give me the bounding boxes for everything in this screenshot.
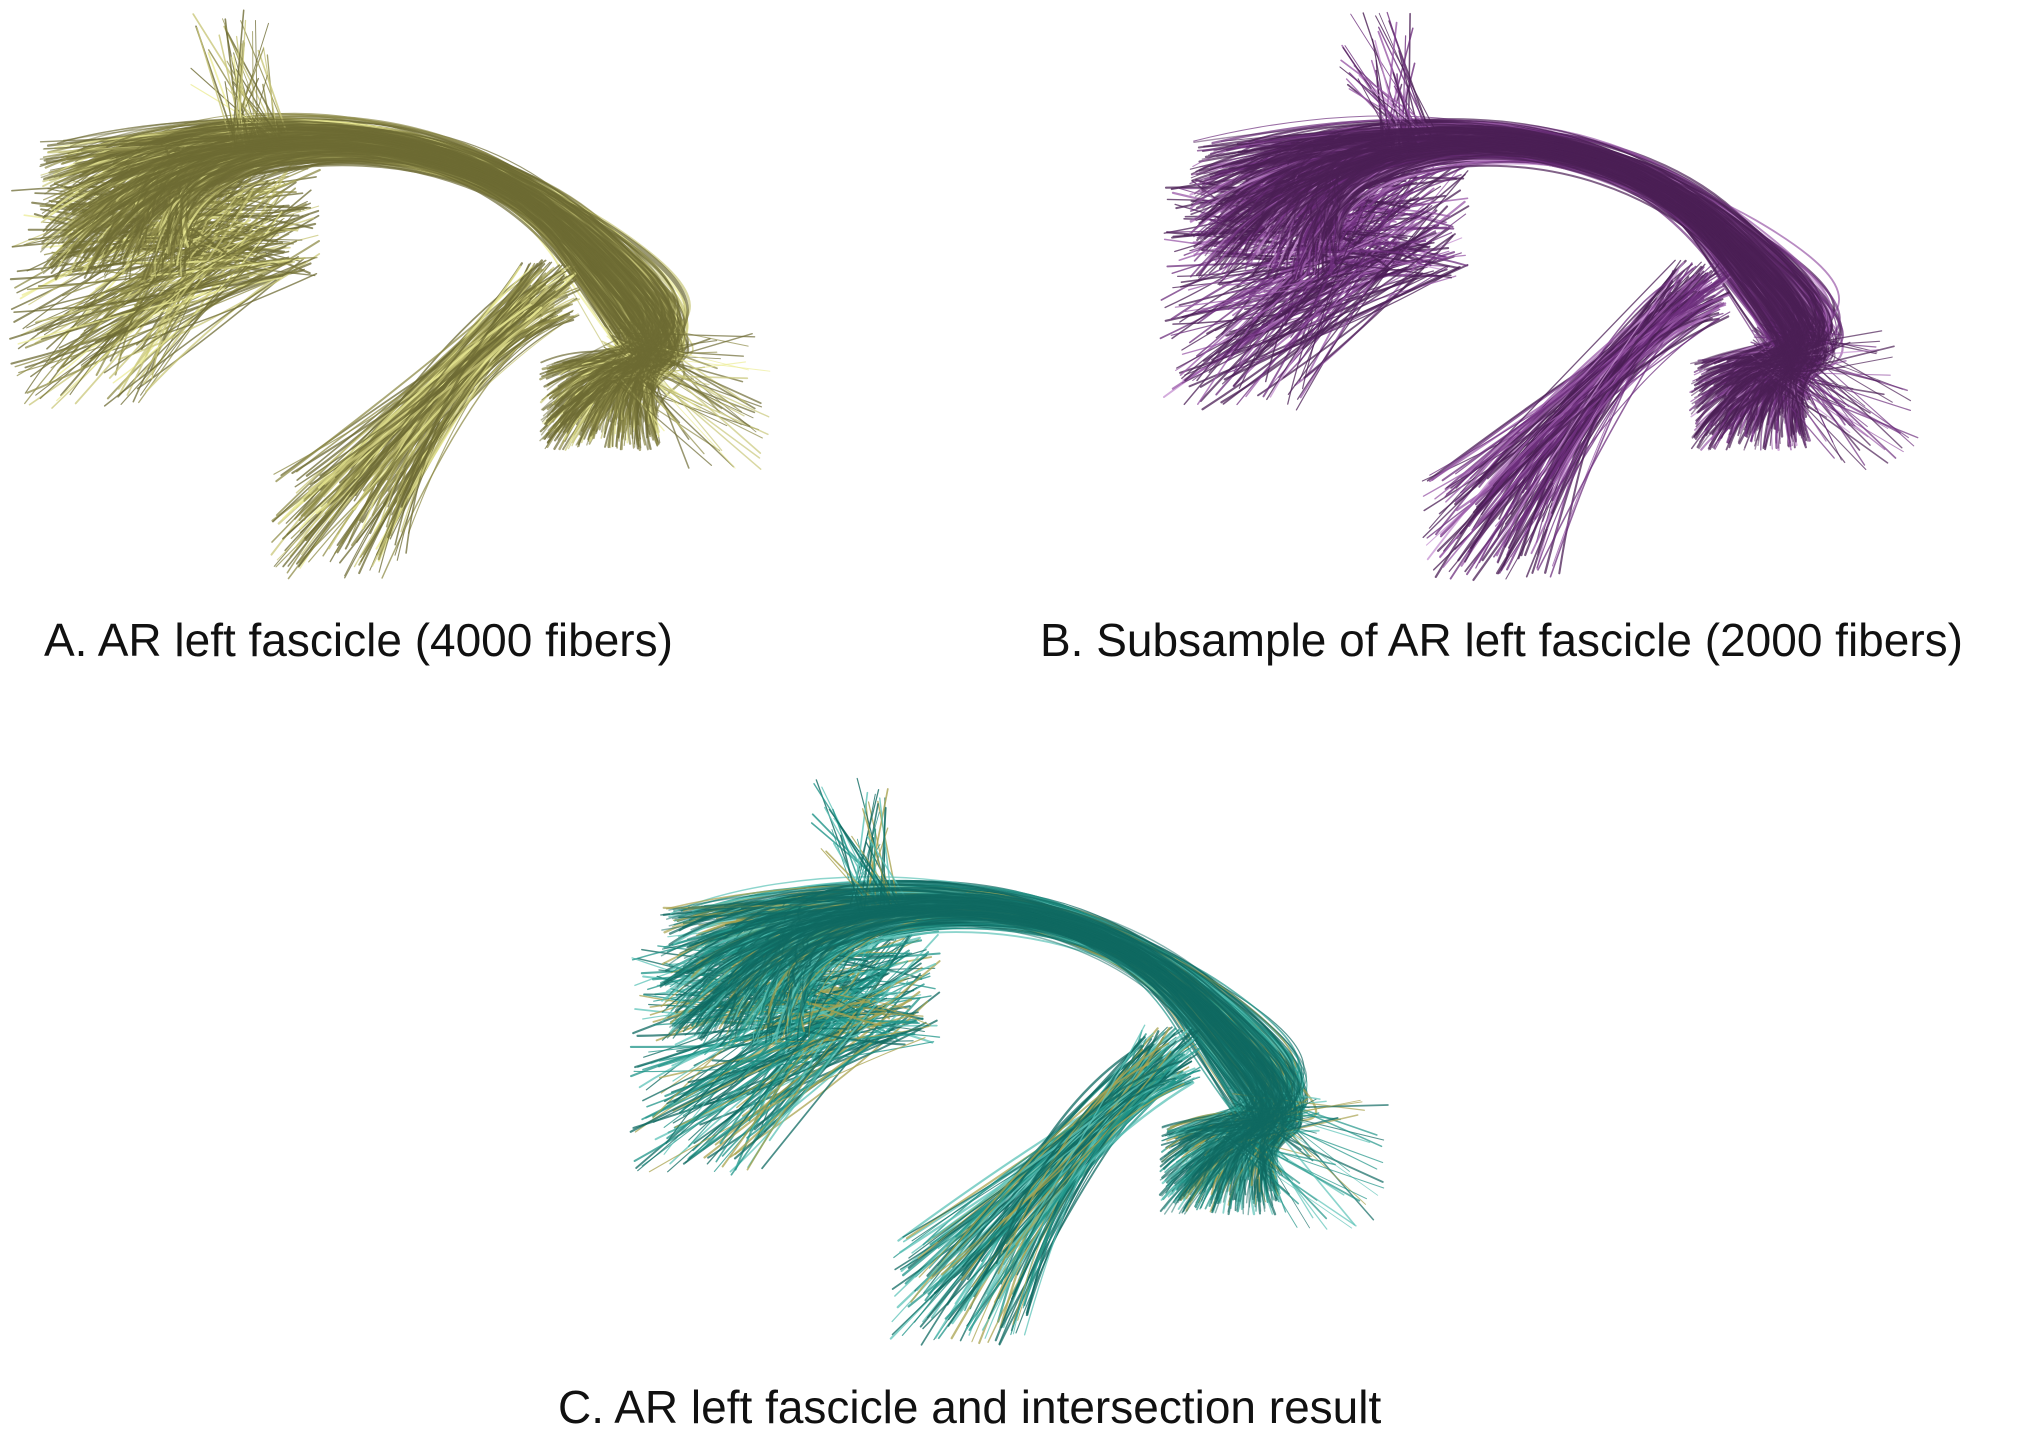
caption-a: A. AR left fascicle (4000 fibers) bbox=[44, 614, 673, 666]
fascicle-rendering-c bbox=[629, 777, 1389, 1346]
fascicle-rendering-a bbox=[9, 9, 771, 580]
caption-b: B. Subsample of AR left fascicle (2000 f… bbox=[1040, 614, 1963, 666]
fascicle-panel-c bbox=[620, 765, 1400, 1355]
fascicle-rendering-b bbox=[1159, 11, 1919, 582]
caption-c: C. AR left fascicle and intersection res… bbox=[558, 1381, 1382, 1433]
fascicle-panel-b bbox=[1150, 0, 1930, 590]
fascicle-panel-a bbox=[0, 0, 780, 590]
